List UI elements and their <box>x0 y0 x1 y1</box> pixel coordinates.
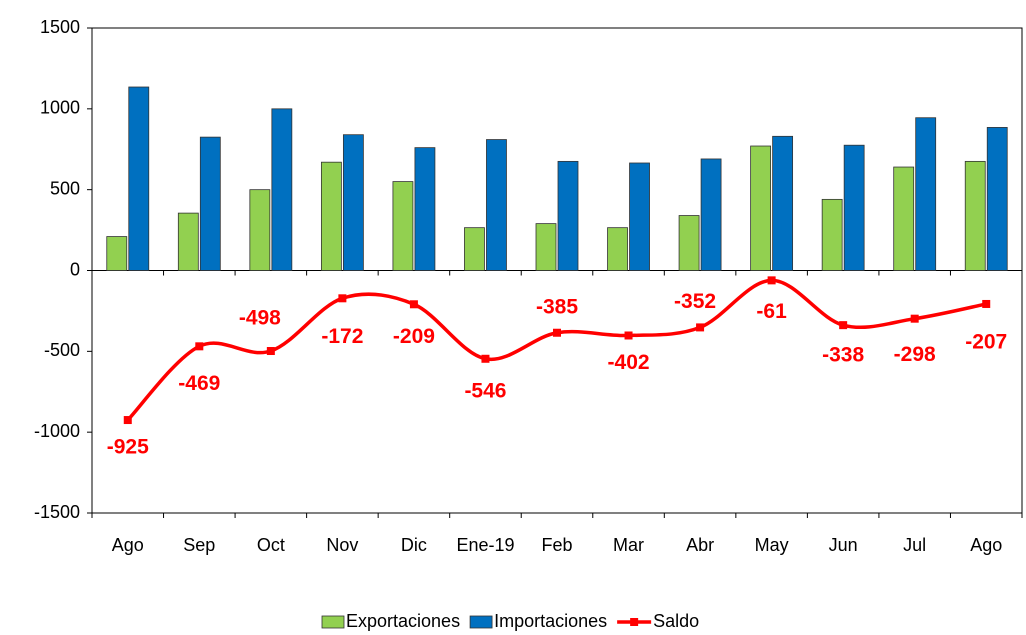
x-tick-label: Mar <box>613 535 644 555</box>
bar <box>199 136 221 271</box>
y-tick-label: 0 <box>70 259 80 279</box>
x-tick-label: Jul <box>903 535 926 555</box>
bar <box>177 212 199 271</box>
marker <box>624 331 633 340</box>
legend-swatch <box>469 615 493 629</box>
bar <box>392 181 414 271</box>
data-label: -338 <box>822 344 864 367</box>
bar <box>320 161 342 271</box>
bar <box>486 139 507 271</box>
x-tick-label: Ago <box>112 535 144 555</box>
data-label: -469 <box>178 372 220 395</box>
data-label: -209 <box>393 325 435 348</box>
marker <box>910 314 919 323</box>
marker <box>553 328 561 337</box>
data-label: -402 <box>608 351 650 374</box>
bar <box>128 86 150 271</box>
bar <box>106 236 128 271</box>
marker <box>767 276 776 285</box>
legend-label: Importaciones <box>494 611 607 631</box>
marker <box>982 299 991 308</box>
x-tick-label: Sep <box>183 535 215 555</box>
marker <box>123 416 132 425</box>
marker <box>338 294 347 303</box>
x-tick-label: Oct <box>257 535 285 555</box>
bar <box>772 135 794 271</box>
bar <box>750 145 772 271</box>
marker <box>266 347 275 356</box>
bar <box>893 166 915 271</box>
marker <box>839 321 848 330</box>
y-tick-label: -1000 <box>34 421 80 441</box>
x-tick-label: Ene-19 <box>456 535 514 555</box>
legend-label: Exportaciones <box>346 611 460 631</box>
data-label: -61 <box>756 300 787 323</box>
data-label: -172 <box>321 325 363 348</box>
data-label: -925 <box>107 436 149 459</box>
x-tick-label: Dic <box>401 535 427 555</box>
data-label: -352 <box>674 290 716 313</box>
bar <box>535 223 557 271</box>
bar <box>964 160 986 271</box>
bar <box>915 117 937 271</box>
y-tick-label: -500 <box>44 340 80 360</box>
bar <box>414 147 436 271</box>
y-tick-label: 1500 <box>40 17 80 37</box>
x-tick-label: Nov <box>326 535 358 555</box>
legend-item: Exportaciones <box>321 611 460 631</box>
bar <box>557 160 579 271</box>
bar <box>271 108 293 271</box>
legend-label: Saldo <box>653 611 699 631</box>
data-label: -385 <box>536 295 578 318</box>
legend-item: Importaciones <box>469 611 607 631</box>
bar <box>629 162 650 271</box>
marker <box>481 354 490 363</box>
bar <box>678 215 700 271</box>
bar <box>986 127 1008 271</box>
bar <box>464 227 485 271</box>
x-tick-label: Feb <box>541 535 572 555</box>
data-label: -207 <box>965 331 1007 354</box>
bar <box>821 198 843 271</box>
bar <box>700 158 722 271</box>
legend-swatch <box>321 615 345 629</box>
data-label: -298 <box>894 343 936 366</box>
x-tick-label: Ago <box>970 535 1002 555</box>
y-tick-label: 1000 <box>40 98 80 118</box>
x-tick-label: May <box>755 535 789 555</box>
marker <box>409 300 418 309</box>
bar <box>843 144 865 271</box>
y-tick-label: 500 <box>50 178 80 198</box>
bar <box>249 189 271 271</box>
data-label: -498 <box>239 307 281 330</box>
data-label: -546 <box>464 379 506 402</box>
bar <box>607 227 628 271</box>
legend-item: Saldo <box>617 611 699 631</box>
marker <box>195 342 204 351</box>
x-tick-label: Jun <box>829 535 858 555</box>
x-tick-label: Abr <box>686 535 714 555</box>
bar <box>342 134 364 271</box>
legend-swatch <box>630 618 639 626</box>
y-tick-label: -1500 <box>34 502 80 522</box>
marker <box>696 323 705 332</box>
